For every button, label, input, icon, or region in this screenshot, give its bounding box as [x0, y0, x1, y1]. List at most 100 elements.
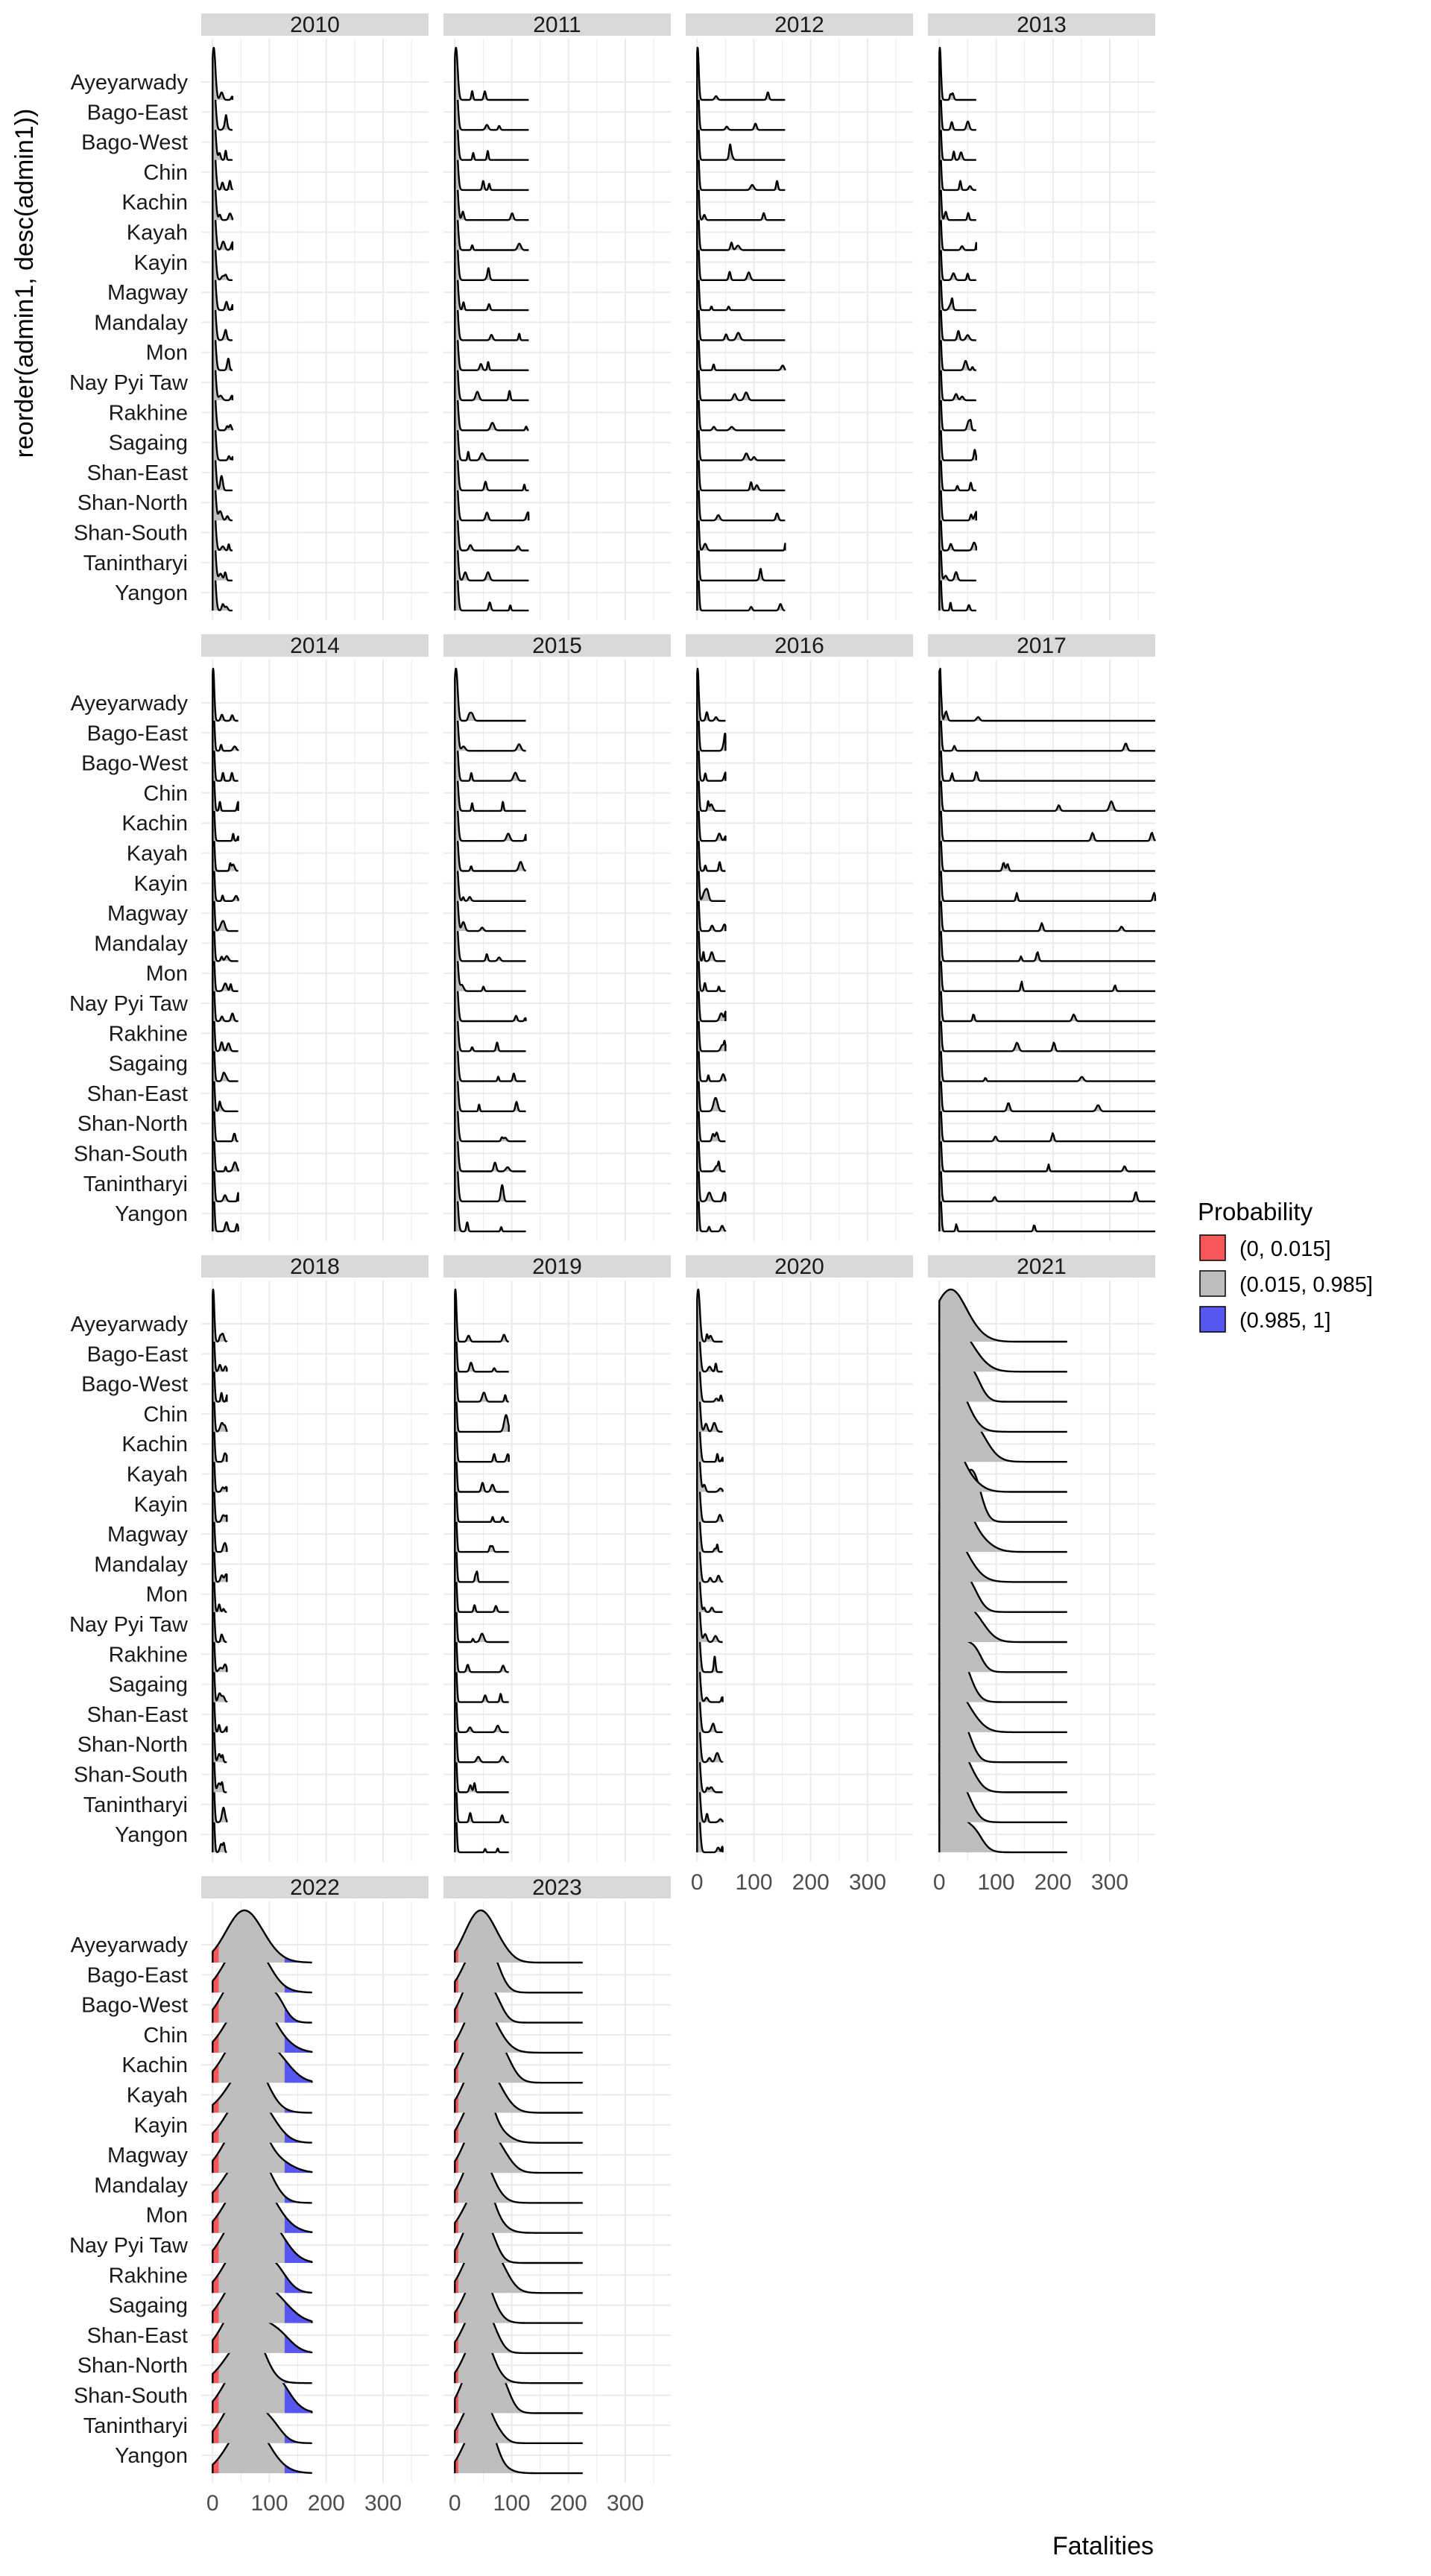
ridge-line: [454, 727, 527, 782]
ridge-area: [212, 1439, 227, 1492]
ridge-line: [212, 1588, 228, 1644]
ridge-line: [454, 1178, 527, 1233]
ridge-line: [454, 167, 530, 221]
ridge-area: [455, 288, 529, 341]
ridge-line: [696, 1319, 724, 1373]
ridge-line: [938, 788, 1157, 842]
y-tick-label: Kayin: [133, 1493, 188, 1517]
facet-strip: [201, 13, 429, 36]
ridge-line: [696, 437, 786, 492]
ridge-area: [697, 438, 786, 490]
ridge-line: [696, 757, 727, 812]
ridge-area: [455, 137, 529, 190]
ridge-line: [696, 497, 786, 552]
ridge-line: [938, 908, 1156, 962]
facet-strip-label: 2023: [532, 1875, 582, 1900]
ridge-line: [454, 1909, 584, 1964]
y-tick-label: Kachin: [121, 812, 188, 836]
ridge-line: [212, 197, 234, 251]
ridge-area: [212, 1349, 227, 1402]
ridge-line: [696, 256, 786, 312]
ridge-line: [696, 467, 786, 522]
ridge-line: [454, 317, 530, 371]
ridge-area: [212, 728, 238, 781]
ridge-area: [697, 1089, 726, 1142]
ridge-line: [696, 407, 786, 461]
ridge-area: [939, 1089, 1155, 1142]
ridge-line: [938, 757, 1156, 812]
facet-strip-label: 2014: [290, 634, 340, 658]
facet-panel: 2023 0 100 200 300: [443, 1875, 671, 2516]
ridge-line: [454, 1319, 510, 1373]
ridge-line: [454, 256, 530, 312]
ridge-line: [212, 667, 239, 722]
ridge-line: [938, 107, 977, 161]
ridge-lower-tail: [212, 2001, 219, 2023]
ridge-area: [455, 758, 526, 811]
ridge-area: [939, 1319, 1067, 1372]
ridge-line: [938, 256, 977, 312]
ridge-line: [212, 227, 233, 281]
ridge-line: [212, 1559, 228, 1613]
ridge-line: [696, 967, 727, 1023]
y-tick-label: Shan-South: [74, 1764, 188, 1787]
ridge-area: [212, 528, 233, 581]
ridge-area: [455, 1379, 509, 1432]
facet-strip-label: 2015: [532, 634, 582, 658]
ridge-area: [697, 258, 786, 311]
ridge-area: [455, 438, 529, 490]
ridge-area: [939, 1349, 1067, 1402]
ridge-area: [455, 1740, 509, 1793]
ridge-line: [454, 136, 530, 192]
facet-strip: [443, 13, 671, 36]
ridge-line: [696, 1088, 727, 1143]
ridge-area: [212, 1910, 312, 1963]
ridge-area: [212, 1289, 227, 1342]
ridge-line: [454, 1498, 510, 1553]
y-tick-label: Mandalay: [94, 932, 188, 956]
ridge-line: [454, 788, 527, 842]
ridge-area: [697, 1179, 726, 1232]
ridge-line: [454, 1409, 510, 1463]
ridge-lower-tail: [212, 2273, 219, 2294]
ridge-line: [454, 497, 530, 552]
y-tick-label: Rakhine: [109, 2264, 188, 2288]
y-tick-label: Kayah: [127, 842, 188, 866]
ridge-area: [212, 909, 238, 962]
ridge-line: [696, 1799, 724, 1854]
y-tick-label: Sagaing: [109, 2294, 188, 2318]
ridge-area: [455, 1029, 526, 1082]
ridge-lower-tail: [212, 2152, 219, 2174]
ridge-area: [697, 137, 786, 190]
ridge-line: [938, 1288, 1068, 1343]
ridge-lower-tail: [212, 2367, 219, 2384]
ridge-line: [696, 1649, 724, 1703]
ridge-line: [454, 1439, 510, 1493]
ridge-area: [939, 408, 976, 461]
ridge-line: [938, 1088, 1156, 1143]
ridge-area: [212, 1500, 227, 1553]
ridge-line: [454, 437, 530, 492]
ridge-area: [455, 789, 526, 842]
y-tick-label: Mon: [146, 341, 188, 365]
ridge-area: [939, 1650, 1067, 1702]
ridge-line: [696, 1679, 724, 1734]
ridge-line: [696, 877, 727, 932]
ridge-line: [454, 1378, 510, 1433]
facets-layer: 2010 Ayeyarwady Bago-East Bago-West Chin Kach…: [69, 13, 1157, 2516]
x-tick-label: 100: [977, 1870, 1014, 1895]
ridge-line: [212, 1288, 228, 1343]
ridge-area: [939, 848, 1155, 901]
facet-strip: [928, 1255, 1155, 1278]
ridge-area: [697, 78, 786, 130]
ridge-line: [212, 1649, 228, 1703]
ridge-line: [454, 967, 527, 1023]
ridge-area: [455, 1319, 509, 1372]
ridge-area: [455, 1089, 526, 1142]
ridge-area: [697, 468, 786, 521]
ridge-line: [454, 1559, 510, 1613]
legend-keys: (0, 0.015] (0.015, 0.985] (0.985, 1]: [1199, 1234, 1373, 1333]
ridge-area: [697, 1029, 726, 1082]
y-tick-label: Bago-East: [87, 1963, 188, 1987]
ridge-line: [696, 1439, 724, 1493]
